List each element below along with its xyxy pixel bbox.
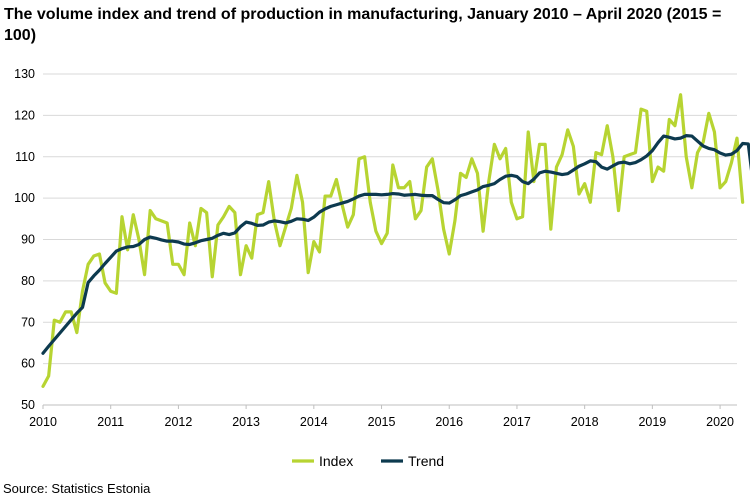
y-tick-label-50: 50	[21, 398, 35, 412]
series-lines	[41, 93, 750, 388]
legend: Index Trend	[292, 453, 444, 469]
x-tick-label-2011: 2011	[97, 415, 124, 429]
x-tick-label-2013: 2013	[232, 415, 260, 429]
x-tick-label-2017: 2017	[503, 415, 531, 429]
y-tick-label-70: 70	[21, 315, 35, 329]
y-tick-label-60: 60	[21, 357, 35, 371]
x-tick-label-2019: 2019	[638, 415, 666, 429]
y-tick-label-130: 130	[14, 67, 35, 81]
y-tick-label-80: 80	[21, 274, 35, 288]
source-note: Source: Statistics Estonia	[3, 481, 151, 496]
y-axis: 50 60 70 80 90 100 110 120 130	[14, 67, 35, 412]
x-tick-label-2016: 2016	[435, 415, 463, 429]
legend-item-trend: Trend	[381, 453, 444, 469]
y-tick-label-90: 90	[21, 233, 35, 247]
legend-item-index-label: Index	[319, 453, 353, 469]
x-tick-label-2018: 2018	[571, 415, 599, 429]
legend-item-trend-label: Trend	[408, 453, 444, 469]
y-tick-label-110: 110	[15, 150, 35, 164]
y-tick-label-120: 120	[14, 108, 35, 122]
x-tick-label-2010: 2010	[29, 415, 57, 429]
x-axis: 2010 2011 2012 2013 2014 2015 2016 2017 2018 2019…	[29, 404, 737, 429]
x-tick-label-2015: 2015	[368, 415, 396, 429]
index-line	[41, 93, 745, 388]
x-tick-label-2014: 2014	[300, 415, 328, 429]
trend-line	[41, 134, 750, 355]
y-tick-label-100: 100	[14, 191, 35, 205]
x-tick-label-2012: 2012	[165, 415, 193, 429]
x-tick-label-2020: 2020	[706, 415, 734, 429]
legend-item-index: Index	[292, 453, 353, 469]
chart-title: The volume index and trend of production…	[4, 6, 722, 44]
